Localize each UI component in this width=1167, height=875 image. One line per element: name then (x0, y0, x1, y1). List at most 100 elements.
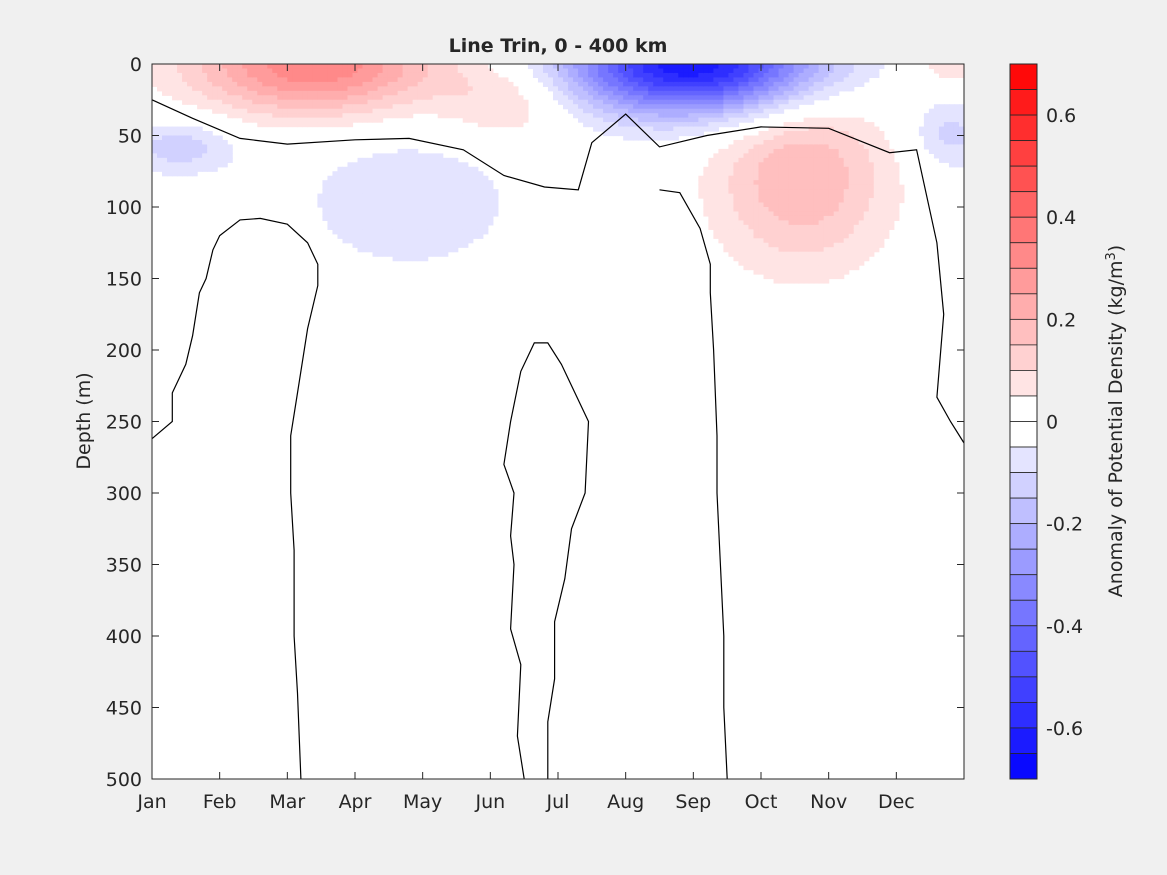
heatmap-cell (402, 211, 409, 217)
heatmap-cell (773, 202, 780, 208)
heatmap-cell (948, 135, 955, 141)
heatmap-cell (863, 220, 870, 226)
heatmap-cell (182, 81, 188, 87)
heatmap-cell (833, 175, 840, 181)
heatmap-cell (773, 207, 780, 213)
heatmap-cell (803, 256, 810, 262)
heatmap-cell (643, 72, 649, 79)
heatmap-cell (452, 189, 459, 195)
heatmap-cell (578, 64, 584, 70)
heatmap-cell (392, 175, 399, 181)
heatmap-cell (793, 256, 800, 262)
heatmap-cell (783, 193, 790, 199)
heatmap-cell (833, 72, 840, 79)
heatmap-cell (247, 64, 253, 70)
heatmap-cell (397, 238, 404, 244)
heatmap-cell (427, 90, 434, 96)
heatmap-cell (878, 64, 885, 70)
heatmap-cell (477, 95, 484, 101)
heatmap-cell (427, 72, 434, 79)
heatmap-cell (703, 90, 709, 96)
heatmap-cell (307, 68, 313, 74)
heatmap-cell (457, 202, 464, 208)
heatmap-cell (798, 193, 805, 199)
heatmap-cell (703, 77, 709, 83)
heatmap-cell (768, 238, 775, 244)
heatmap-cell (778, 104, 785, 110)
heatmap-cell (653, 86, 659, 92)
heatmap-cell (292, 68, 298, 74)
heatmap-cell (337, 207, 344, 213)
heatmap-cell (337, 68, 344, 74)
heatmap-cell (723, 193, 730, 199)
heatmap-cell (848, 184, 855, 190)
heatmap-cell (928, 122, 935, 128)
heatmap-cell (167, 139, 173, 146)
heatmap-cell (422, 77, 429, 83)
heatmap-cell (212, 148, 218, 154)
heatmap-cell (392, 86, 399, 92)
heatmap-cell (357, 238, 364, 244)
heatmap-cell (828, 68, 835, 74)
heatmap-cell (853, 229, 860, 235)
heatmap-cell (943, 153, 950, 159)
heatmap-cell (708, 193, 714, 199)
heatmap-cell (227, 81, 233, 87)
heatmap-cell (412, 108, 419, 114)
heatmap-cell (212, 72, 218, 79)
heatmap-cell (848, 215, 855, 222)
heatmap-cell (517, 122, 524, 128)
heatmap-cell (422, 86, 429, 92)
heatmap-cell (808, 238, 815, 244)
heatmap-cell (823, 81, 830, 87)
heatmap-cell (292, 72, 298, 79)
heatmap-cell (197, 72, 203, 79)
heatmap-cell (212, 139, 218, 146)
heatmap-cell (372, 251, 379, 257)
heatmap-cell (758, 148, 765, 154)
heatmap-cell (753, 256, 760, 262)
heatmap-cell (397, 198, 404, 204)
heatmap-cell (773, 211, 780, 217)
heatmap-cell (477, 198, 484, 204)
heatmap-cell (477, 86, 484, 92)
heatmap-cell (407, 95, 414, 101)
heatmap-cell (472, 180, 479, 186)
heatmap-cell (813, 189, 820, 195)
heatmap-cell (758, 202, 765, 208)
heatmap-cell (633, 126, 639, 132)
heatmap-cell (452, 211, 459, 217)
heatmap-cell (452, 77, 459, 83)
heatmap-cell (743, 215, 750, 222)
heatmap-cell (282, 108, 288, 114)
heatmap-cell (783, 162, 790, 168)
heatmap-cell (447, 207, 454, 213)
heatmap-cell (452, 162, 459, 168)
heatmap-cell (613, 126, 619, 132)
heatmap-cell (402, 157, 409, 163)
heatmap-cell (367, 68, 374, 74)
heatmap-cell (693, 126, 699, 132)
heatmap-cell (648, 104, 654, 110)
heatmap-cell (447, 104, 454, 110)
heatmap-cell (848, 81, 855, 87)
heatmap-cell (197, 77, 203, 83)
heatmap-cell (743, 260, 750, 266)
heatmap-cell (417, 95, 424, 101)
heatmap-cell (437, 247, 444, 253)
heatmap-cell (367, 113, 374, 119)
heatmap-cell (813, 265, 820, 271)
heatmap-cell (402, 64, 409, 70)
heatmap-cell (763, 251, 770, 257)
heatmap-cell (262, 81, 268, 87)
heatmap-cell (833, 184, 840, 190)
heatmap-cell (417, 104, 424, 110)
heatmap-cell (868, 184, 875, 190)
heatmap-cell (382, 198, 389, 204)
heatmap-cell (958, 113, 965, 119)
heatmap-cell (803, 224, 810, 230)
heatmap-cell (372, 81, 379, 87)
heatmap-cell (838, 233, 845, 239)
heatmap-cell (492, 193, 499, 199)
heatmap-cell (698, 175, 704, 181)
